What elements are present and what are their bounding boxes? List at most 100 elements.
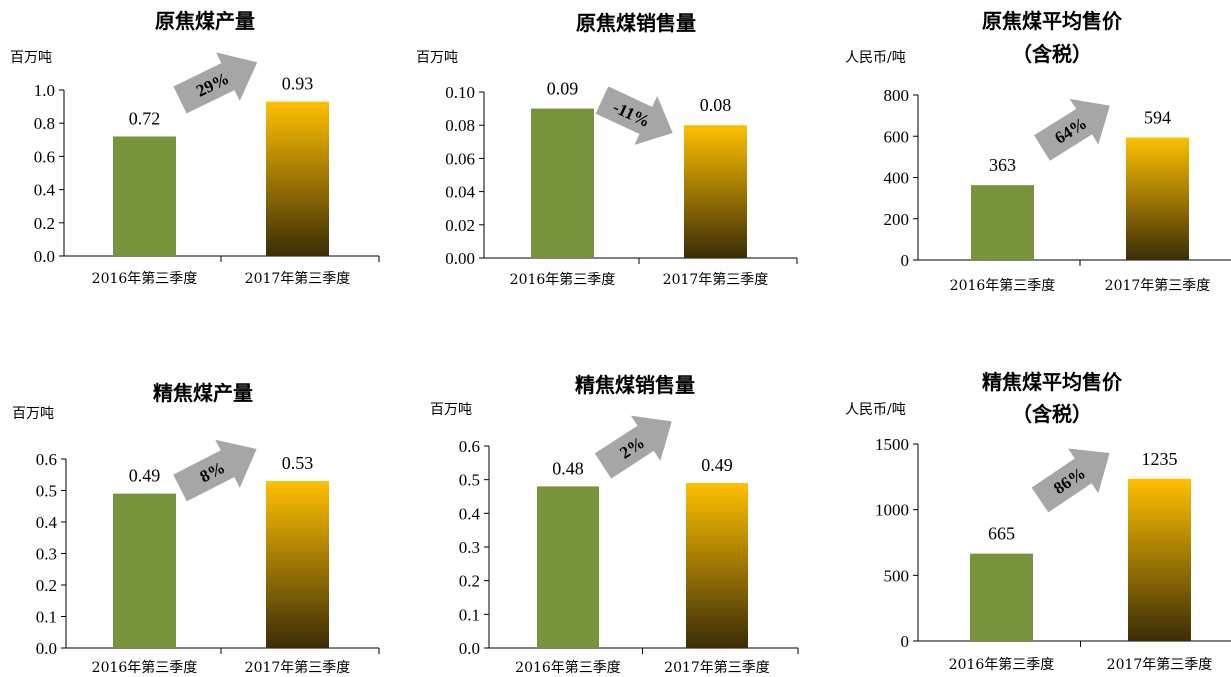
data-label: 0.93 [282,74,314,94]
data-label: 0.72 [129,108,161,128]
bar-2016-q3 [113,136,176,256]
x-category-label: 2016年第三季度 [92,659,198,676]
x-category-label: 2017年第三季度 [245,270,351,287]
bar-2017-q3 [686,483,748,648]
x-category-label: 2016年第三季度 [949,656,1055,673]
y-tick-label: 0.2 [459,572,480,591]
y-tick-label: 0.0 [36,639,57,658]
chart-subtitle: （含税） [1012,402,1092,426]
arrow-shape [173,52,258,114]
y-tick-label: 200 [884,210,910,229]
data-label: 594 [1144,107,1171,127]
y-tick-label: 0.2 [36,576,57,595]
y-tick-label: 0.6 [459,437,480,456]
y-tick-label: 0.6 [36,450,57,469]
data-label: 665 [988,524,1015,544]
chart-title: 精焦煤平均售价 [982,370,1123,394]
arrow-shape [173,439,257,502]
chart-title: 精焦煤销售量 [575,373,695,397]
x-category-label: 2017年第三季度 [663,271,769,288]
y-tick-label: 0.5 [459,471,480,490]
unit-label: 人民币/吨 [845,402,906,418]
change-arrow-icon: 29% [173,52,258,114]
y-tick-label: 0.6 [34,147,55,166]
data-label: 1235 [1142,449,1178,469]
x-category-label: 2016年第三季度 [515,659,621,676]
unit-label: 百万吨 [12,406,54,422]
bar-2017-q3 [266,101,329,257]
x-category-label: 2016年第三季度 [92,270,198,287]
unit-label: 百万吨 [416,50,458,66]
bar-2016-q3 [970,553,1033,641]
x-category-label: 2016年第三季度 [510,271,616,288]
y-tick-label: 1500 [875,435,909,454]
chart-title: 精焦煤产量 [153,381,253,405]
data-label: 0.49 [701,455,733,475]
bar-2017-q3 [266,481,329,648]
y-tick-label: 0.2 [34,214,55,233]
chart-panel-6: 精焦煤平均售价 （含税） 人民币/吨 0 500 1000 1500 665 2016年第三季度… [845,370,1231,673]
arrow-shape [1034,98,1110,161]
bar-2017-q3 [1126,137,1189,260]
data-label: 0.53 [282,453,314,473]
arrow-shape [594,415,672,479]
x-category-label: 2017年第三季度 [1105,277,1211,294]
y-tick-label: 400 [884,169,910,188]
y-tick-label: 0.02 [445,216,475,235]
y-tick-label: 0.8 [34,114,55,133]
x-category-label: 2017年第三季度 [245,659,351,676]
bar-2016-q3 [971,185,1034,260]
chart-subtitle: （含税） [1012,42,1092,66]
bar-2016-q3 [537,486,599,648]
y-tick-label: 0.4 [36,513,58,532]
y-tick-label: 0.0 [34,247,55,266]
y-tick-label: 0.4 [34,181,56,200]
y-tick-label: 0.1 [36,608,57,627]
x-category-label: 2017年第三季度 [664,659,770,676]
chart-panel-3: 原焦煤平均售价 （含税） 人民币/吨 0 200 400 600 800 363 2016年第三季… [845,9,1231,294]
data-label: 0.08 [700,95,732,115]
y-tick-label: 500 [884,566,910,585]
chart-title: 原焦煤产量 [155,9,255,33]
arrow-shape [1031,448,1110,513]
y-tick-label: 0.10 [445,83,475,102]
bar-2017-q3 [684,125,747,258]
chart-title: 原焦煤销售量 [576,11,696,35]
y-tick-label: 1000 [875,501,909,520]
y-tick-label: 0.00 [445,249,475,268]
y-tick-label: 600 [884,127,910,146]
data-label: 0.48 [552,458,584,478]
chart-title: 原焦煤平均售价 [982,9,1123,33]
y-tick-label: 0.0 [459,639,480,658]
x-category-label: 2017年第三季度 [1107,656,1213,673]
y-tick-label: 800 [884,86,910,105]
data-label: 0.09 [547,79,579,99]
change-arrow-icon: 64% [1034,98,1110,161]
y-tick-label: 0.4 [459,504,481,523]
change-arrow-icon: -11% [595,86,673,145]
unit-label: 百万吨 [10,50,52,66]
change-arrow-icon: 8% [173,439,257,502]
bar-2016-q3 [531,108,594,258]
y-tick-label: 0.3 [36,545,57,564]
bar-2017-q3 [1128,478,1191,641]
unit-label: 人民币/吨 [845,50,906,66]
x-category-label: 2016年第三季度 [950,277,1056,294]
y-tick-label: 0.5 [36,482,57,501]
y-tick-label: 0 [901,632,910,651]
y-tick-label: 1.0 [34,81,55,100]
y-tick-label: 0.3 [459,538,480,557]
y-tick-label: 0.1 [459,605,480,624]
y-tick-label: 0.08 [445,116,475,135]
change-arrow-icon: 86% [1031,448,1110,513]
y-tick-label: 0 [901,251,910,270]
data-label: 363 [989,155,1016,175]
arrow-shape [595,86,673,145]
bar-2016-q3 [113,493,176,648]
change-arrow-icon: 2% [594,415,672,479]
